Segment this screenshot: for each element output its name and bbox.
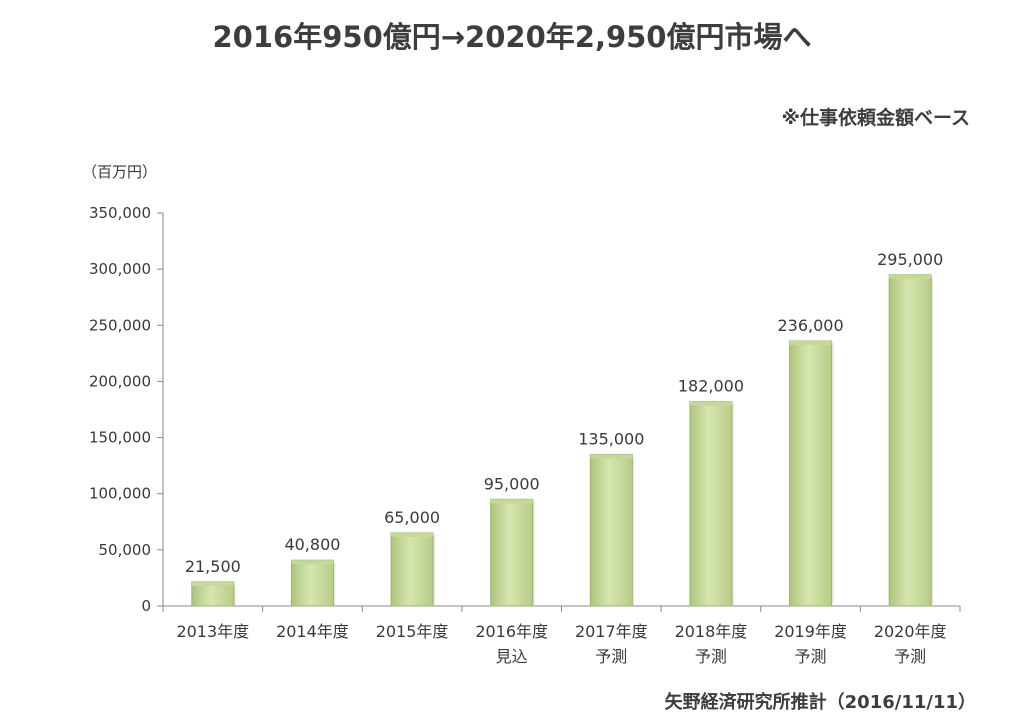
x-tick-label: 予測: [795, 647, 827, 666]
y-tick-label: 50,000: [99, 541, 152, 559]
bar-cap: [391, 533, 434, 538]
x-tick-label: 見込: [496, 647, 528, 666]
bar-cap: [490, 499, 533, 504]
data-label: 135,000: [578, 429, 644, 448]
bar: [490, 498, 534, 607]
axes: [157, 212, 961, 612]
bar: [290, 559, 334, 607]
x-tick-label: 2018年度: [675, 622, 748, 641]
data-label: 40,800: [284, 535, 340, 554]
y-tick-label: 300,000: [89, 260, 151, 278]
y-tick-label: 0: [141, 597, 151, 615]
y-tick-label: 250,000: [89, 316, 151, 334]
bar: [390, 532, 434, 607]
data-label: 236,000: [777, 316, 843, 335]
bar: [589, 453, 633, 607]
bar-cap: [689, 401, 732, 406]
basis-note: ※仕事依頼金額ベース: [781, 107, 970, 129]
bar-cap: [789, 341, 832, 346]
bar-cap: [291, 560, 334, 565]
x-tick-label: 2014年度: [276, 622, 349, 641]
x-tick-label: 2020年度: [874, 622, 947, 641]
data-label: 21,500: [185, 557, 241, 576]
data-label: 65,000: [384, 508, 440, 527]
labels: 0 50,000 100,000 150,000 200,000 250,000 300,0…: [89, 204, 947, 666]
x-tick-label: 予測: [894, 647, 926, 666]
bar-cap: [590, 454, 633, 459]
data-label: 95,000: [484, 474, 540, 493]
x-tick-label: 2017年度: [575, 622, 648, 641]
y-tick-label: 350,000: [89, 204, 151, 222]
bar: [789, 340, 833, 607]
data-label: 295,000: [877, 250, 943, 269]
x-tick-label: 2019年度: [774, 622, 847, 641]
bar-cap: [889, 274, 932, 279]
x-tick-label: 2015年度: [376, 622, 449, 641]
bars: [191, 274, 934, 607]
x-tick-label: 2013年度: [176, 622, 249, 641]
x-tick-label: 予測: [595, 647, 627, 666]
chart-title: 2016年950億円→2020年2,950億円市場へ: [212, 20, 812, 54]
bar-cap: [191, 581, 234, 586]
y-tick-label: 150,000: [89, 429, 151, 447]
x-tick-label: 2016年度: [475, 622, 548, 641]
bar: [191, 581, 235, 607]
y-unit-label: （百万円）: [82, 163, 157, 181]
x-tick-label: 予測: [695, 647, 727, 666]
data-label: 182,000: [678, 377, 744, 396]
y-tick-label: 100,000: [89, 485, 151, 503]
bar: [888, 274, 932, 607]
source-credit: 矢野経済研究所推計（2016/11/11）: [664, 692, 976, 713]
bar: [689, 401, 733, 607]
y-tick-label: 200,000: [89, 372, 151, 390]
